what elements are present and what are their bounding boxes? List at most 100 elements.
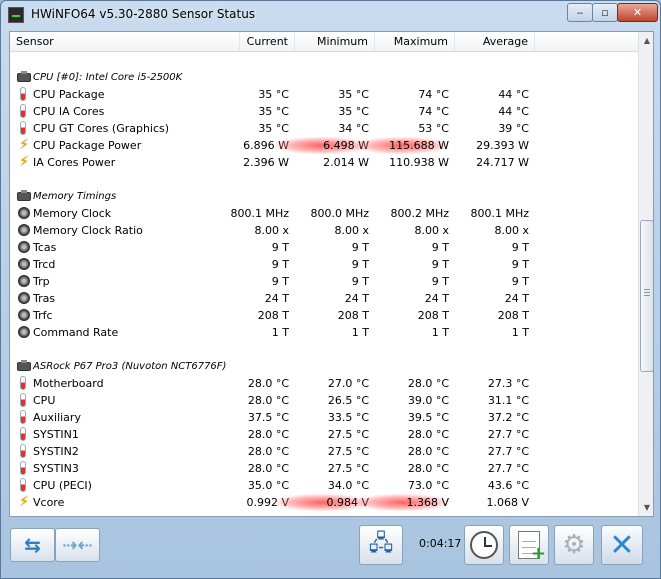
current-value: 8.00 x — [254, 224, 290, 237]
current-value: 28.0 °C — [247, 462, 289, 475]
current-value: 9 T — [271, 275, 289, 288]
sensor-row[interactable]: Command Rate 1 T 1 T 1 T 1 T — [10, 324, 638, 341]
scrollbar-grip-icon — [644, 289, 650, 296]
maximum-value: 74 °C — [418, 88, 449, 101]
dial-icon — [18, 207, 30, 219]
maximum-value: 53 °C — [418, 122, 449, 135]
header-minimum[interactable]: Minimum — [295, 32, 375, 52]
sensor-row[interactable]: Memory Clock Ratio 8.00 x 8.00 x 8.00 x 8.00… — [10, 222, 638, 239]
sensor-group-row[interactable]: CPU [#0]: Intel Core i5-2500K — [10, 69, 638, 86]
sensor-name: ASRock P67 Pro3 (Nuvoton NCT6776F) — [33, 361, 227, 372]
sensor-group-row[interactable]: ASRock P67 Pro3 (Nuvoton NCT6776F) — [10, 358, 638, 375]
header-average[interactable]: Average — [455, 32, 535, 52]
header-current[interactable]: Current — [240, 32, 295, 52]
close-icon[interactable]: ✕ — [601, 525, 643, 565]
clock-icon[interactable] — [464, 525, 504, 565]
header-sensor[interactable]: Sensor — [10, 32, 240, 52]
minimum-value: 26.5 °C — [327, 394, 369, 407]
sensor-row[interactable]: CPU 28.0 °C 26.5 °C 39.0 °C 31.1 °C — [10, 392, 638, 409]
sensor-name: Trcd — [33, 258, 56, 271]
dial-icon — [18, 326, 30, 338]
sensor-row[interactable]: Tcas 9 T 9 T 9 T 9 T — [10, 239, 638, 256]
sensor-row[interactable]: ⚡ CPU Package Power 6.896 W 6.498 W 115.688 … — [10, 137, 638, 154]
sensor-row[interactable]: Trfc 208 T 208 T 208 T 208 T — [10, 307, 638, 324]
scroll-down-arrow-icon[interactable]: ▼ — [643, 503, 651, 512]
scrollbar-thumb[interactable] — [640, 220, 653, 372]
scroll-up-arrow-icon[interactable]: ▲ — [643, 36, 651, 45]
sensor-row[interactable]: ⚡ Vcore 0.992 V 0.984 V 1.368 V 1.068 V — [10, 494, 638, 511]
current-value: 35.0 °C — [247, 479, 289, 492]
network-computers-icon[interactable]: 🖧 — [359, 525, 403, 565]
minimum-value: 27.5 °C — [327, 462, 369, 475]
current-value: 9 T — [271, 241, 289, 254]
current-value: 1 T — [271, 326, 289, 339]
maximize-button[interactable]: ▫ — [592, 3, 618, 22]
sensor-name: Motherboard — [33, 377, 104, 390]
minimum-value: 27.5 °C — [327, 445, 369, 458]
average-value: 9 T — [511, 275, 529, 288]
minimum-value: 9 T — [351, 275, 369, 288]
minimize-button[interactable]: ‒ — [567, 3, 593, 22]
average-value: 208 T — [497, 309, 529, 322]
sensor-row[interactable]: ⚡ IA Cores Power 2.396 W 2.014 W 110.938 W 24… — [10, 154, 638, 171]
current-value: 9 T — [271, 258, 289, 271]
maximum-value: 9 T — [431, 258, 449, 271]
sensor-row[interactable]: Tras 24 T 24 T 24 T 24 T — [10, 290, 638, 307]
minimum-value: 35 °C — [338, 88, 369, 101]
sensor-row[interactable]: Trp 9 T 9 T 9 T 9 T — [10, 273, 638, 290]
sensor-name: Memory Timings — [33, 191, 117, 202]
sensor-row[interactable]: Memory Clock 800.1 MHz 800.0 MHz 800.2 MHz 8… — [10, 205, 638, 222]
average-value: 8.00 x — [494, 224, 530, 237]
sensor-row[interactable]: Trcd 9 T 9 T 9 T 9 T — [10, 256, 638, 273]
maximum-value: 39.5 °C — [407, 411, 449, 424]
maximum-value: 9 T — [431, 241, 449, 254]
vertical-scrollbar[interactable]: ▲ ▼ — [638, 32, 653, 516]
lightning-icon: ⚡ — [19, 494, 29, 510]
sensor-row[interactable]: CPU Package 35 °C 35 °C 74 °C 44 °C — [10, 86, 638, 103]
sensor-group-row[interactable]: Memory Timings — [10, 188, 638, 205]
minimum-value: 2.014 W — [323, 156, 369, 169]
sensor-row[interactable]: CPU (PECI) 35.0 °C 34.0 °C 73.0 °C 43.6 °C — [10, 477, 638, 494]
average-value: 39 °C — [498, 122, 529, 135]
header-maximum[interactable]: Maximum — [375, 32, 455, 52]
thermometer-icon — [20, 427, 26, 441]
thermometer-icon — [20, 104, 26, 118]
current-value: 35 °C — [258, 122, 289, 135]
average-value: 29.393 W — [476, 139, 529, 152]
header-average-label: Average — [482, 35, 528, 48]
double-arrow-inward-icon[interactable]: ⇢⇠ — [55, 528, 100, 562]
sensor-name: CPU Package — [33, 88, 105, 101]
header-current-label: Current — [246, 35, 288, 48]
sensor-row[interactable]: SYSTIN3 28.0 °C 27.5 °C 28.0 °C 27.7 °C — [10, 460, 638, 477]
average-value: 9 T — [511, 258, 529, 271]
thermometer-icon — [20, 410, 26, 424]
add-report-icon[interactable] — [509, 525, 549, 565]
minimum-value: 9 T — [351, 241, 369, 254]
window-close-button[interactable]: ✕ — [617, 3, 658, 22]
clock-face — [470, 531, 498, 559]
sensor-row[interactable]: CPU GT Cores (Graphics) 35 °C 34 °C 53 °C 39… — [10, 120, 638, 137]
gear-icon[interactable]: ⚙ — [554, 525, 594, 565]
report-document — [518, 531, 546, 564]
column-header: Sensor Current Minimum Maximum Average — [10, 32, 638, 52]
sensor-row[interactable]: SYSTIN2 28.0 °C 27.5 °C 28.0 °C 27.7 °C — [10, 443, 638, 460]
minimum-value: 800.0 MHz — [310, 207, 369, 220]
average-value: 37.2 °C — [487, 411, 529, 424]
average-value: 9 T — [511, 241, 529, 254]
title-bar[interactable]: HWiNFO64 v5.30-2880 Sensor Status ‒ ▫ ✕ — [1, 1, 660, 29]
sensor-name: IA Cores Power — [33, 156, 116, 169]
spacer-row — [10, 171, 638, 188]
double-arrow-left-right-icon[interactable]: ⇆ — [10, 528, 55, 562]
sensor-row[interactable]: Motherboard 28.0 °C 27.0 °C 28.0 °C 27.3 °C — [10, 375, 638, 392]
sensor-row[interactable]: CPU IA Cores 35 °C 35 °C 74 °C 44 °C — [10, 103, 638, 120]
header-maximum-label: Maximum — [393, 35, 448, 48]
current-value: 37.5 °C — [247, 411, 289, 424]
maximum-value: 110.938 W — [389, 156, 449, 169]
thermometer-icon — [20, 461, 26, 475]
sensor-row[interactable]: Auxiliary 37.5 °C 33.5 °C 39.5 °C 37.2 °C — [10, 409, 638, 426]
sensor-row[interactable]: SYSTIN1 28.0 °C 27.5 °C 28.0 °C 27.7 °C — [10, 426, 638, 443]
elapsed-timer: 0:04:17 — [419, 537, 462, 550]
dial-icon — [18, 275, 30, 287]
hwinfo-app-icon — [8, 7, 24, 23]
thermometer-icon — [20, 478, 26, 492]
